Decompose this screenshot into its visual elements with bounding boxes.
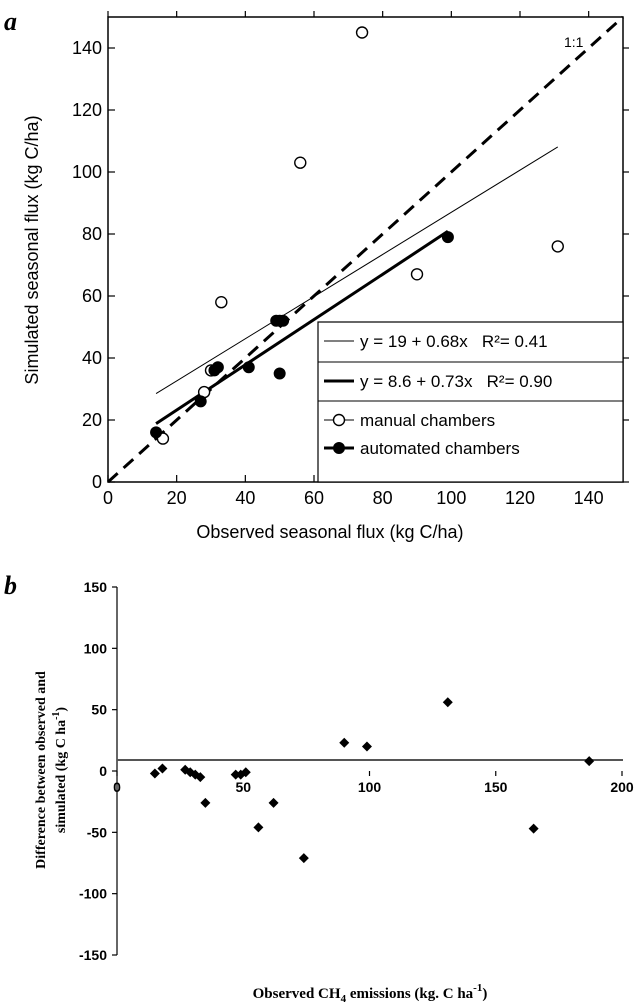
panel-b-x-axis-label: Observed CH4 emissions (kg. C ha-1) — [253, 982, 488, 1004]
b-y-tick-label: -100 — [79, 886, 107, 902]
a-x-tick-label: 60 — [304, 488, 324, 508]
legend-manual-label: manual chambers — [360, 411, 495, 430]
b-x-tick-label: 100 — [358, 779, 382, 795]
difference-point — [149, 768, 160, 779]
panel-a: a 0 20 40 60 80 100 120 140 020406080100120140 … — [4, 7, 629, 542]
manual-chamber-point — [551, 240, 564, 253]
automated-chamber-point — [441, 231, 454, 244]
b-y-tick-label: 50 — [91, 702, 107, 718]
a-x-tick-label: 0 — [103, 488, 113, 508]
panel-a-y-axis-label: Simulated seasonal flux (kg C/ha) — [22, 115, 42, 384]
difference-point — [298, 853, 309, 864]
panel-b-y-ticks: 150 100 50 0 -50 -100 -150 — [79, 579, 117, 963]
a-x-tick-label: 20 — [167, 488, 187, 508]
difference-point — [442, 697, 453, 708]
manual-chamber-point — [215, 296, 228, 309]
difference-point — [339, 737, 350, 748]
automated-chamber-point — [150, 426, 163, 439]
panel-a-y-ticks: 0 20 40 60 80 100 120 140 — [72, 38, 629, 492]
panel-b: b 150 100 50 0 -50 -100 -150 0 50 100 150 200 Diff… — [4, 571, 634, 1004]
difference-point — [268, 797, 279, 808]
difference-point — [253, 822, 264, 833]
a-y-tick-label: 20 — [82, 410, 102, 430]
a-x-tick-label: 120 — [505, 488, 535, 508]
a-y-tick-label: 100 — [72, 162, 102, 182]
b-y-tick-label: 100 — [84, 640, 108, 656]
legend-regression-manual: y = 19 + 0.68x R²= 0.41 — [360, 332, 548, 351]
b-y-tick-label: -50 — [87, 824, 107, 840]
manual-chamber-point — [355, 26, 369, 39]
difference-point — [157, 763, 168, 774]
automated-chamber-point — [242, 361, 255, 374]
legend-box — [317, 321, 624, 483]
b-x-tick-label: 150 — [484, 779, 508, 795]
difference-point — [200, 797, 211, 808]
manual-chamber-point — [410, 268, 424, 281]
panel-b-label: b — [4, 571, 17, 600]
a-x-tick-label: 140 — [574, 488, 604, 508]
a-y-tick-label: 140 — [72, 38, 102, 58]
difference-point — [240, 767, 251, 778]
difference-point — [195, 772, 206, 783]
b-x-tick-label: 200 — [610, 779, 634, 795]
panel-a-automated-points — [150, 231, 454, 439]
b-y-tick-label: 150 — [84, 579, 108, 595]
a-y-tick-label: 60 — [82, 286, 102, 306]
a-y-tick-label: 120 — [72, 100, 102, 120]
regression-line-thin — [155, 146, 559, 395]
automated-chamber-point — [273, 367, 286, 380]
b-y-tick-label: -150 — [79, 947, 107, 963]
panel-b-y-axis-label-line1: Difference between observed and — [34, 671, 49, 869]
panel-a-identity-line — [106, 15, 625, 484]
a-x-tick-label: 100 — [436, 488, 466, 508]
a-y-tick-label: 40 — [82, 348, 102, 368]
b-x-tick-label: 0 — [113, 779, 121, 795]
panel-b-x-ticks: 0 50 100 150 200 — [113, 771, 634, 795]
automated-chamber-point — [277, 314, 290, 327]
difference-point — [528, 823, 539, 834]
automated-chamber-point — [211, 361, 224, 374]
panel-b-y-axis-label-line2: simulated (kg C ha-1) — [51, 707, 69, 834]
a-y-tick-label: 0 — [92, 472, 102, 492]
panel-a-x-axis-label: Observed seasonal flux (kg C/ha) — [196, 522, 463, 542]
legend-automated-label: automated chambers — [360, 439, 520, 458]
a-y-tick-label: 80 — [82, 224, 102, 244]
difference-point — [230, 769, 241, 780]
legend-regression-automated: y = 8.6 + 0.73x R²= 0.90 — [360, 372, 552, 391]
panel-a-label: a — [4, 7, 17, 36]
a-x-tick-label: 40 — [235, 488, 255, 508]
legend-automated-marker — [333, 442, 345, 454]
panel-a-legend: y = 19 + 0.68x R²= 0.41 y = 8.6 + 0.73x … — [317, 321, 624, 483]
legend-manual-marker — [332, 413, 346, 427]
b-x-tick-label: 50 — [235, 779, 251, 795]
panel-a-manual-points — [156, 26, 564, 445]
identity-line — [106, 15, 625, 484]
difference-point — [361, 741, 372, 752]
identity-line-label: 1:1 — [564, 34, 584, 50]
difference-point — [584, 756, 595, 767]
a-x-tick-label: 80 — [373, 488, 393, 508]
panel-b-points — [149, 697, 595, 864]
automated-chamber-point — [194, 395, 207, 408]
manual-chamber-point — [294, 156, 307, 169]
b-y-tick-label: 0 — [99, 763, 107, 779]
